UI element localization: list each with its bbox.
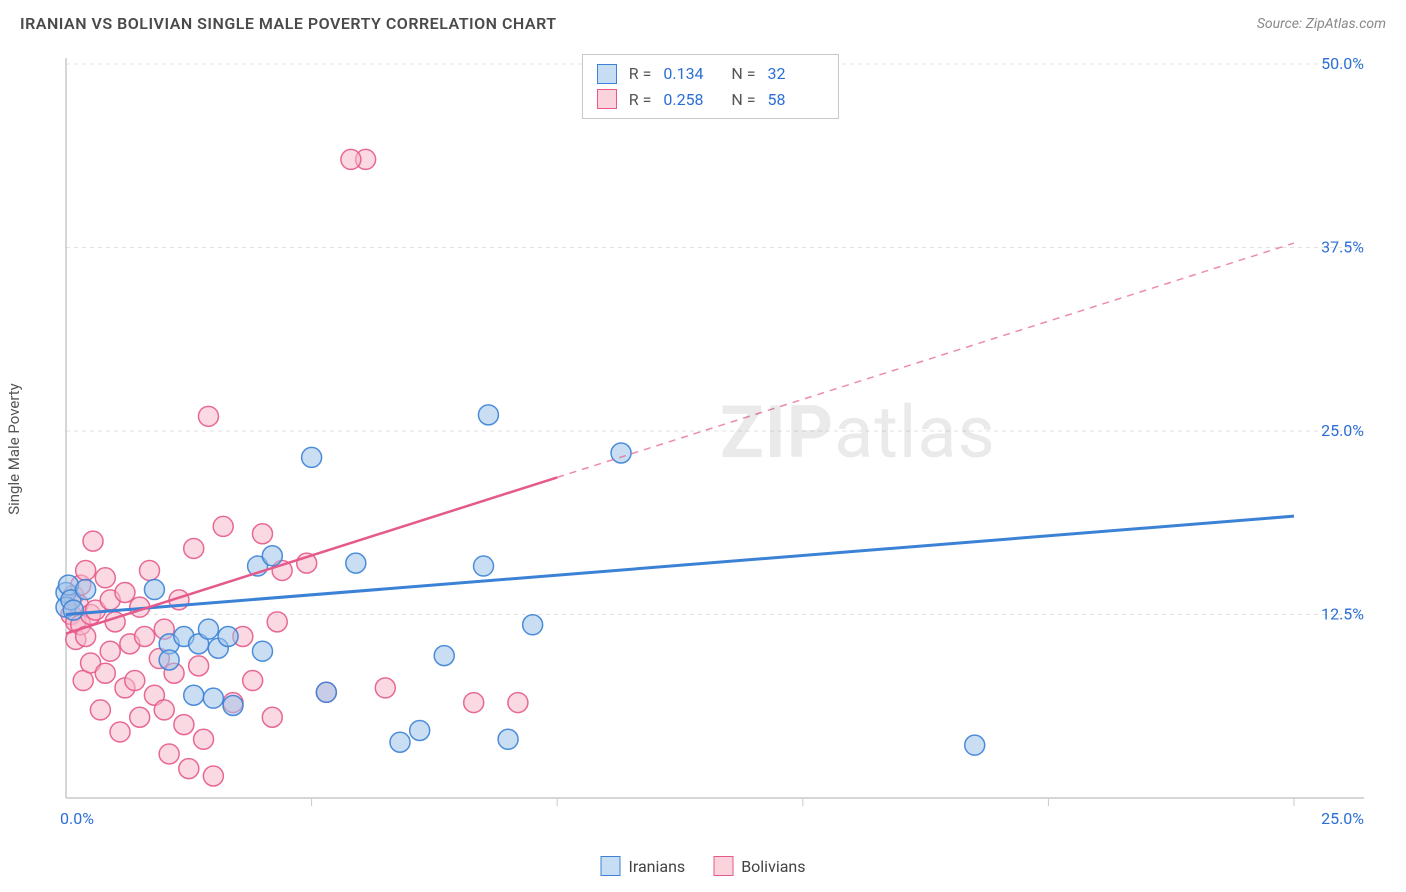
swatch-icon [713,856,733,876]
scatter-chart-svg: 12.5% 25.0% 37.5% 50.0% 0.0% 25.0% [52,50,1386,832]
svg-text:25.0%: 25.0% [1321,421,1364,440]
swatch-icon [601,856,621,876]
legend-row-iranians: R = 0.134 N = 32 [597,61,824,87]
chart-area: 12.5% 25.0% 37.5% 50.0% 0.0% 25.0% [52,50,1386,832]
source-attribution: Source: ZipAtlas.com [1257,16,1386,32]
swatch-icon [597,89,617,109]
svg-text:0.0%: 0.0% [60,809,94,828]
swatch-icon [597,64,617,84]
y-axis-label: Single Male Poverty [5,383,23,515]
svg-text:12.5%: 12.5% [1321,605,1364,624]
legend-item-bolivians: Bolivians [713,856,805,876]
svg-text:37.5%: 37.5% [1321,238,1364,257]
svg-text:50.0%: 50.0% [1321,54,1364,73]
chart-title: IRANIAN VS BOLIVIAN SINGLE MALE POVERTY … [20,14,557,33]
series-legend: Iranians Bolivians [601,856,806,876]
legend-row-bolivians: R = 0.258 N = 58 [597,87,824,113]
svg-text:25.0%: 25.0% [1321,809,1364,828]
legend-item-iranians: Iranians [601,856,686,876]
correlation-legend: R = 0.134 N = 32 R = 0.258 N = 58 [582,54,839,119]
